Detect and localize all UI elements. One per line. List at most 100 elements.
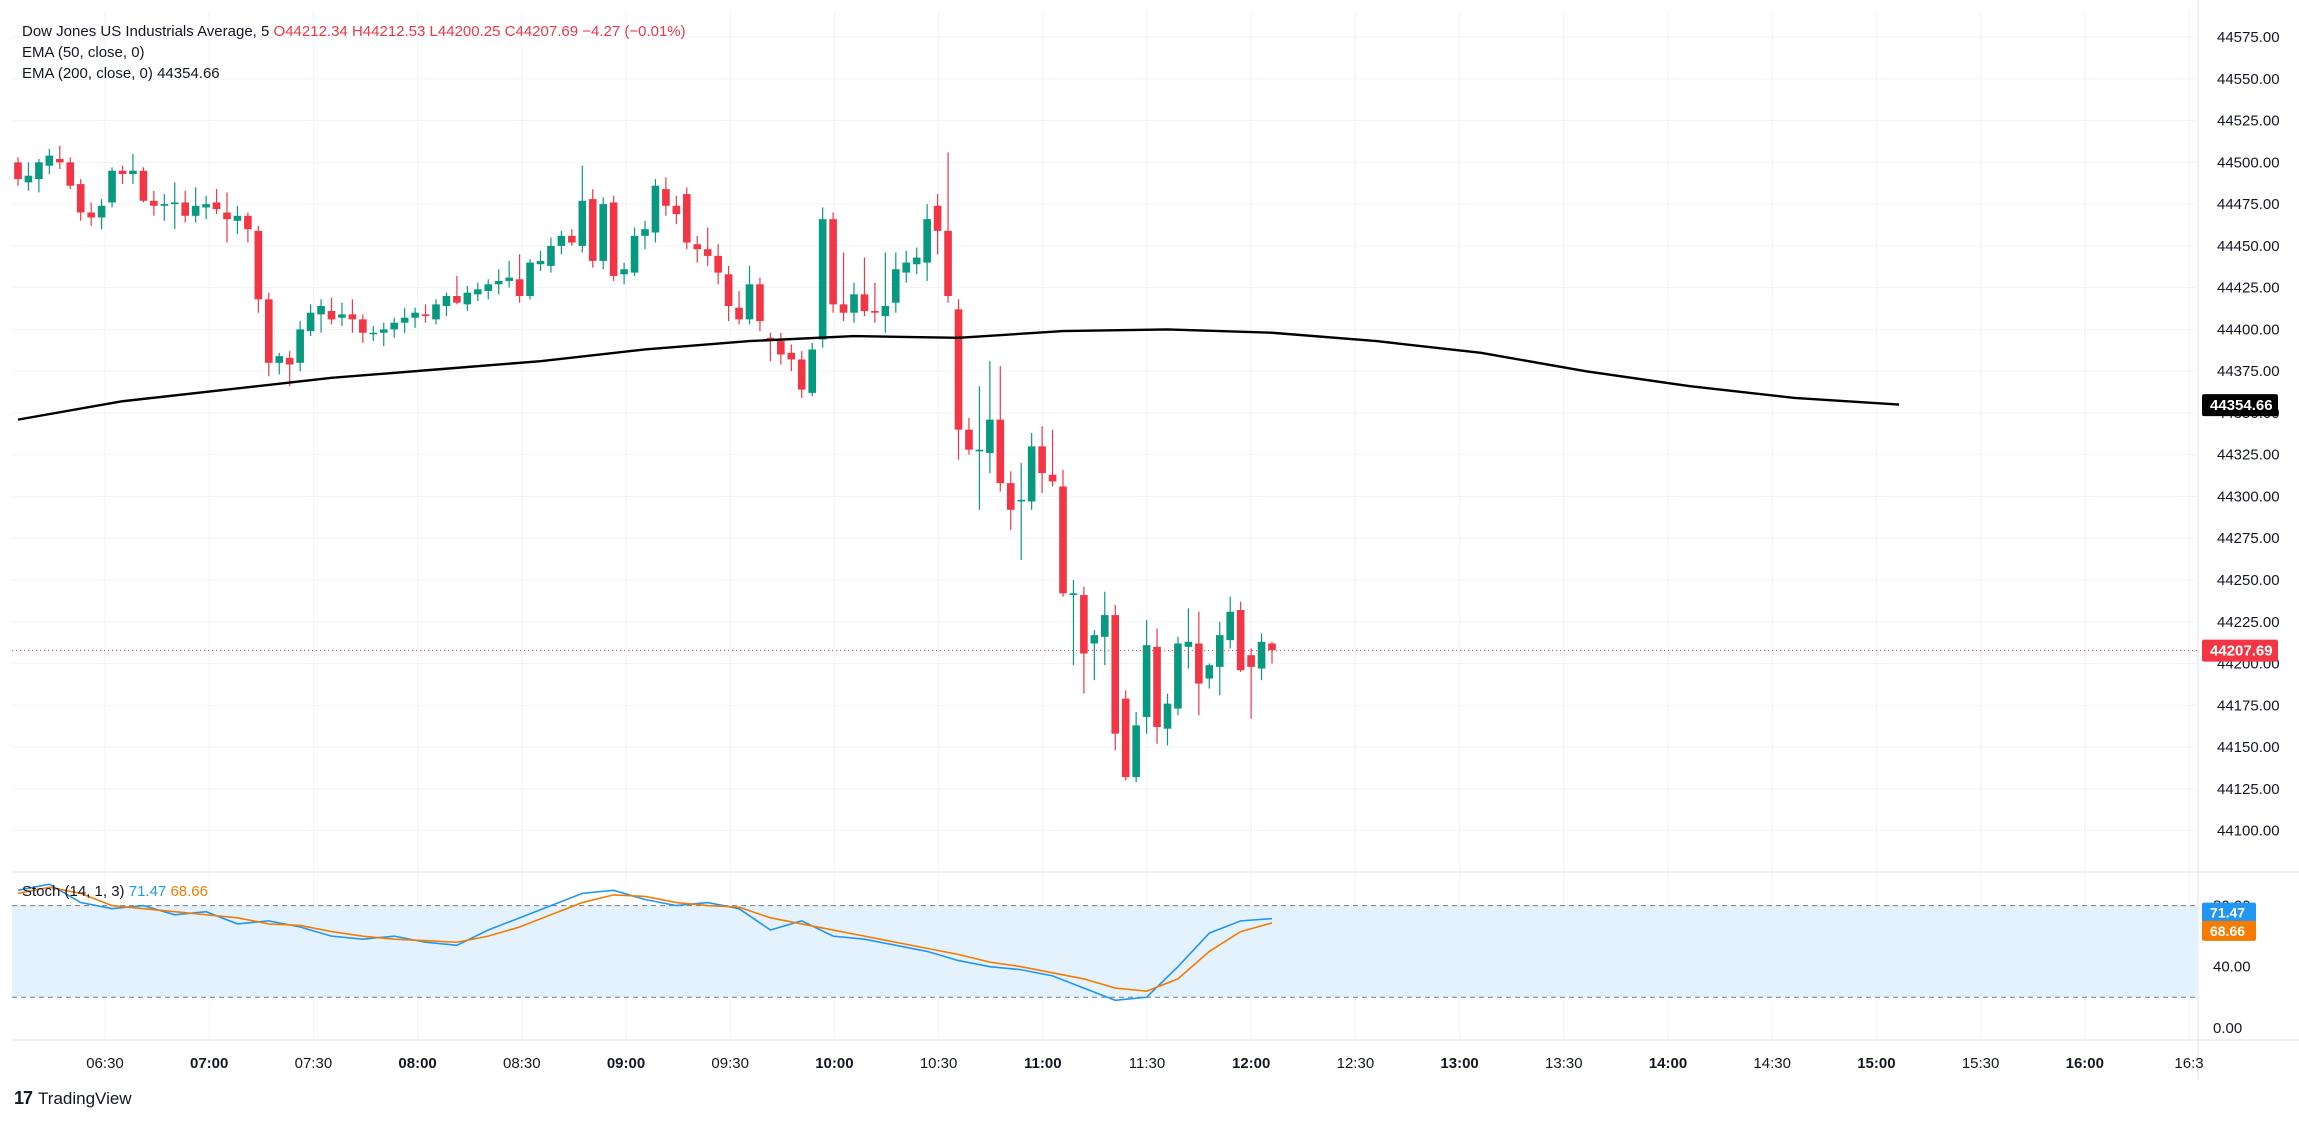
y-tick-label: 44400.00 bbox=[2217, 321, 2280, 338]
candle-up bbox=[275, 356, 284, 363]
candle-up bbox=[808, 349, 816, 393]
candle-up bbox=[1069, 593, 1078, 596]
candle-up bbox=[902, 262, 911, 273]
candle-up bbox=[578, 200, 587, 246]
ohlc-close: C44207.69 bbox=[504, 23, 579, 40]
stoch-k-badge-bg bbox=[2202, 902, 2256, 923]
candle-up bbox=[881, 306, 890, 317]
x-tick-label: 16:3 bbox=[2174, 1055, 2203, 1072]
candle-up bbox=[494, 280, 503, 285]
candle-down bbox=[944, 230, 952, 296]
y-tick-label: 44100.00 bbox=[2217, 823, 2280, 840]
y-tick-label: 44125.00 bbox=[2217, 781, 2280, 798]
candle-up bbox=[1205, 665, 1214, 679]
stoch-d-line bbox=[17, 886, 1273, 992]
candle-down bbox=[1080, 595, 1088, 654]
candle-down bbox=[150, 200, 158, 206]
candle-up bbox=[411, 312, 419, 318]
candle-up bbox=[233, 215, 242, 221]
candle-down bbox=[87, 212, 95, 218]
candle-up bbox=[975, 449, 984, 452]
candle-down bbox=[1111, 615, 1120, 734]
candle-down bbox=[265, 299, 273, 363]
x-tick-label: 07:00 bbox=[190, 1055, 228, 1072]
y-tick-label: 44525.00 bbox=[2217, 113, 2280, 130]
y-tick-label: 44375.00 bbox=[2217, 363, 2280, 380]
ema50-legend: EMA (50, close, 0) bbox=[22, 44, 145, 61]
candle-up bbox=[191, 205, 200, 216]
candle-up bbox=[369, 332, 378, 335]
tradingview-brand[interactable]: 17 TradingView bbox=[14, 1088, 132, 1109]
symbol-title: Dow Jones US Industrials Average, 5 bbox=[22, 23, 270, 40]
candle-down bbox=[1236, 610, 1245, 671]
candle-up bbox=[202, 204, 210, 208]
candle-up bbox=[620, 269, 628, 275]
candle-up bbox=[818, 219, 827, 340]
ema200-line bbox=[17, 328, 1900, 421]
candle-up bbox=[892, 269, 900, 303]
candle-down bbox=[693, 244, 702, 250]
candle-down bbox=[327, 311, 336, 320]
candle-down bbox=[1247, 655, 1255, 667]
candle-down bbox=[14, 162, 22, 180]
candle-down bbox=[860, 294, 869, 312]
candle-down bbox=[954, 309, 963, 430]
y-tick-label: 44575.00 bbox=[2217, 29, 2280, 46]
candle-down bbox=[777, 341, 785, 355]
candle-up bbox=[442, 296, 451, 307]
y-tick-label: 44250.00 bbox=[2217, 572, 2280, 589]
ema200-value: 44354.66 bbox=[157, 65, 220, 82]
candle-down bbox=[1268, 643, 1276, 651]
x-tick-label: 15:30 bbox=[1962, 1055, 2000, 1072]
candle-down bbox=[66, 162, 75, 186]
candle-down bbox=[453, 296, 461, 303]
candle-up bbox=[1017, 499, 1025, 502]
stoch-legend: Stoch (14, 1, 3) 71.47 68.66 bbox=[22, 883, 208, 900]
candle-down bbox=[724, 274, 733, 307]
candle-up bbox=[170, 202, 179, 205]
candle-up bbox=[505, 277, 513, 281]
candle-up bbox=[1090, 635, 1099, 644]
candle-up bbox=[1142, 645, 1151, 717]
candle-down bbox=[421, 314, 430, 317]
candle-down bbox=[1195, 643, 1203, 684]
candle-down bbox=[683, 194, 691, 243]
candle-up bbox=[1184, 641, 1193, 647]
x-tick-label: 06:30 bbox=[86, 1055, 124, 1072]
candle-down bbox=[181, 202, 189, 216]
candle-down bbox=[568, 235, 576, 243]
candle-up bbox=[129, 170, 137, 175]
candle-up bbox=[1163, 703, 1172, 729]
ohlc-low: L44200.25 bbox=[429, 23, 501, 40]
candle-up bbox=[474, 289, 482, 295]
stoch-k-value: 71.47 bbox=[128, 883, 167, 900]
candle-down bbox=[756, 284, 764, 322]
candle-up bbox=[1027, 446, 1036, 502]
candle-up bbox=[526, 262, 534, 296]
x-tick-label: 14:00 bbox=[1649, 1055, 1687, 1072]
stoch-label: Stoch (14, 1, 3) bbox=[22, 883, 125, 900]
candle-up bbox=[97, 205, 106, 218]
candle-down bbox=[118, 170, 127, 175]
x-tick-label: 09:00 bbox=[607, 1055, 645, 1072]
y-tick-label: 44300.00 bbox=[2217, 488, 2280, 505]
candle-down bbox=[76, 184, 85, 213]
y-tick-label: 44275.00 bbox=[2217, 530, 2280, 547]
candle-up bbox=[484, 284, 493, 291]
candle-up bbox=[630, 235, 639, 273]
candle-up bbox=[1257, 641, 1266, 669]
candle-down bbox=[609, 202, 618, 276]
candle-down bbox=[56, 159, 64, 163]
last-price-badge: 44207.69 bbox=[2210, 643, 2273, 660]
x-tick-label: 10:00 bbox=[815, 1055, 853, 1072]
y-tick-label: 44475.00 bbox=[2217, 196, 2280, 213]
x-tick-label: 14:30 bbox=[1753, 1055, 1791, 1072]
y-tick-label: 44175.00 bbox=[2217, 697, 2280, 714]
ohlc-open: O44212.34 bbox=[273, 23, 348, 40]
candle-down bbox=[871, 311, 879, 313]
y-tick-label: 44500.00 bbox=[2217, 154, 2280, 171]
candle-down bbox=[588, 199, 597, 261]
candle-down bbox=[285, 357, 294, 365]
stoch-d-badge-bg bbox=[2202, 920, 2256, 941]
